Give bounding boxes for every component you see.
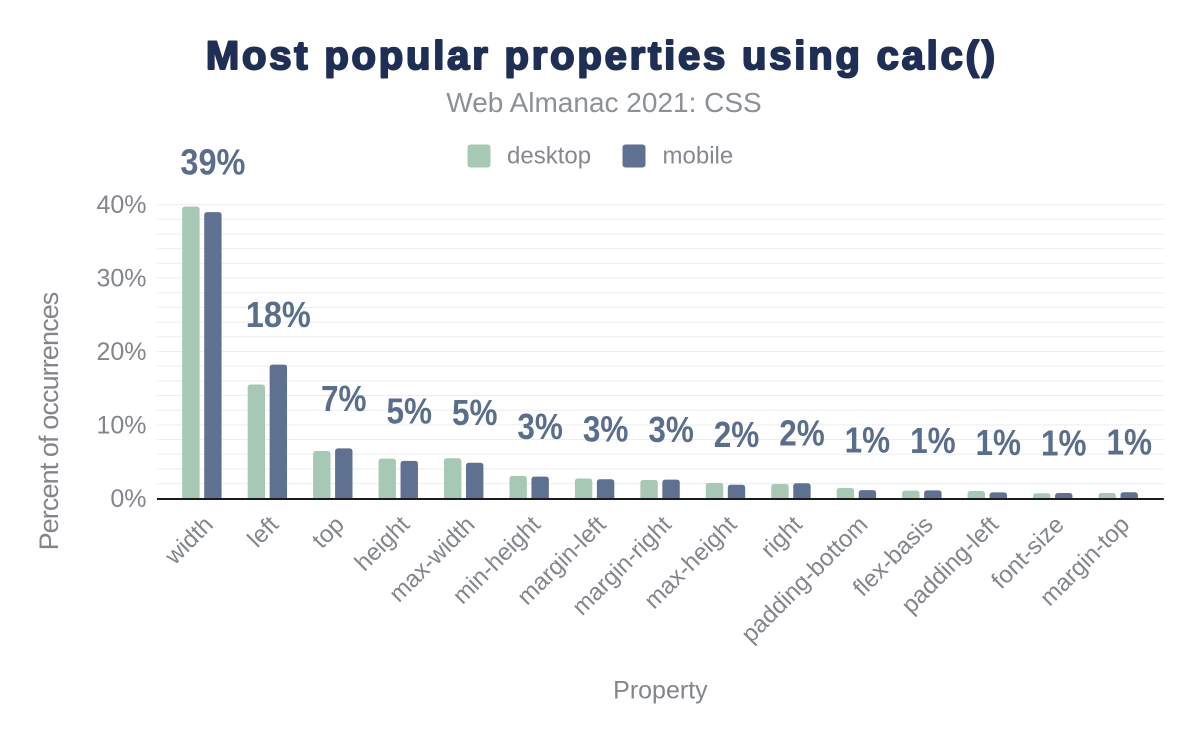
svg-text:5%: 5%: [452, 392, 498, 433]
svg-text:top: top: [307, 511, 350, 554]
svg-text:mobile: mobile: [663, 143, 734, 170]
svg-text:2%: 2%: [714, 414, 760, 455]
svg-text:18%: 18%: [246, 294, 311, 335]
svg-text:39%: 39%: [180, 142, 245, 183]
svg-text:1%: 1%: [976, 422, 1022, 463]
svg-text:40%: 40%: [96, 191, 146, 219]
svg-text:20%: 20%: [96, 338, 146, 366]
svg-text:3%: 3%: [517, 406, 563, 447]
svg-text:Property: Property: [613, 677, 708, 705]
svg-text:width: width: [159, 511, 218, 570]
svg-text:1%: 1%: [845, 420, 891, 461]
svg-text:1%: 1%: [1106, 422, 1152, 463]
svg-text:Percent of occurrences: Percent of occurrences: [34, 292, 64, 550]
svg-text:Most popular properties using: Most popular properties using calc(): [206, 34, 998, 78]
svg-text:1%: 1%: [1041, 422, 1087, 463]
svg-text:0%: 0%: [110, 485, 146, 513]
svg-text:left: left: [242, 511, 284, 553]
svg-text:10%: 10%: [96, 412, 146, 440]
svg-text:30%: 30%: [96, 265, 146, 293]
svg-text:3%: 3%: [648, 409, 694, 450]
svg-text:right: right: [756, 511, 808, 563]
svg-text:2%: 2%: [779, 413, 825, 454]
svg-text:Web Almanac 2021: CSS: Web Almanac 2021: CSS: [446, 87, 761, 118]
svg-text:7%: 7%: [321, 378, 367, 419]
svg-text:desktop: desktop: [507, 143, 591, 170]
svg-text:3%: 3%: [583, 409, 629, 450]
svg-text:1%: 1%: [910, 420, 956, 461]
svg-text:5%: 5%: [386, 390, 432, 431]
